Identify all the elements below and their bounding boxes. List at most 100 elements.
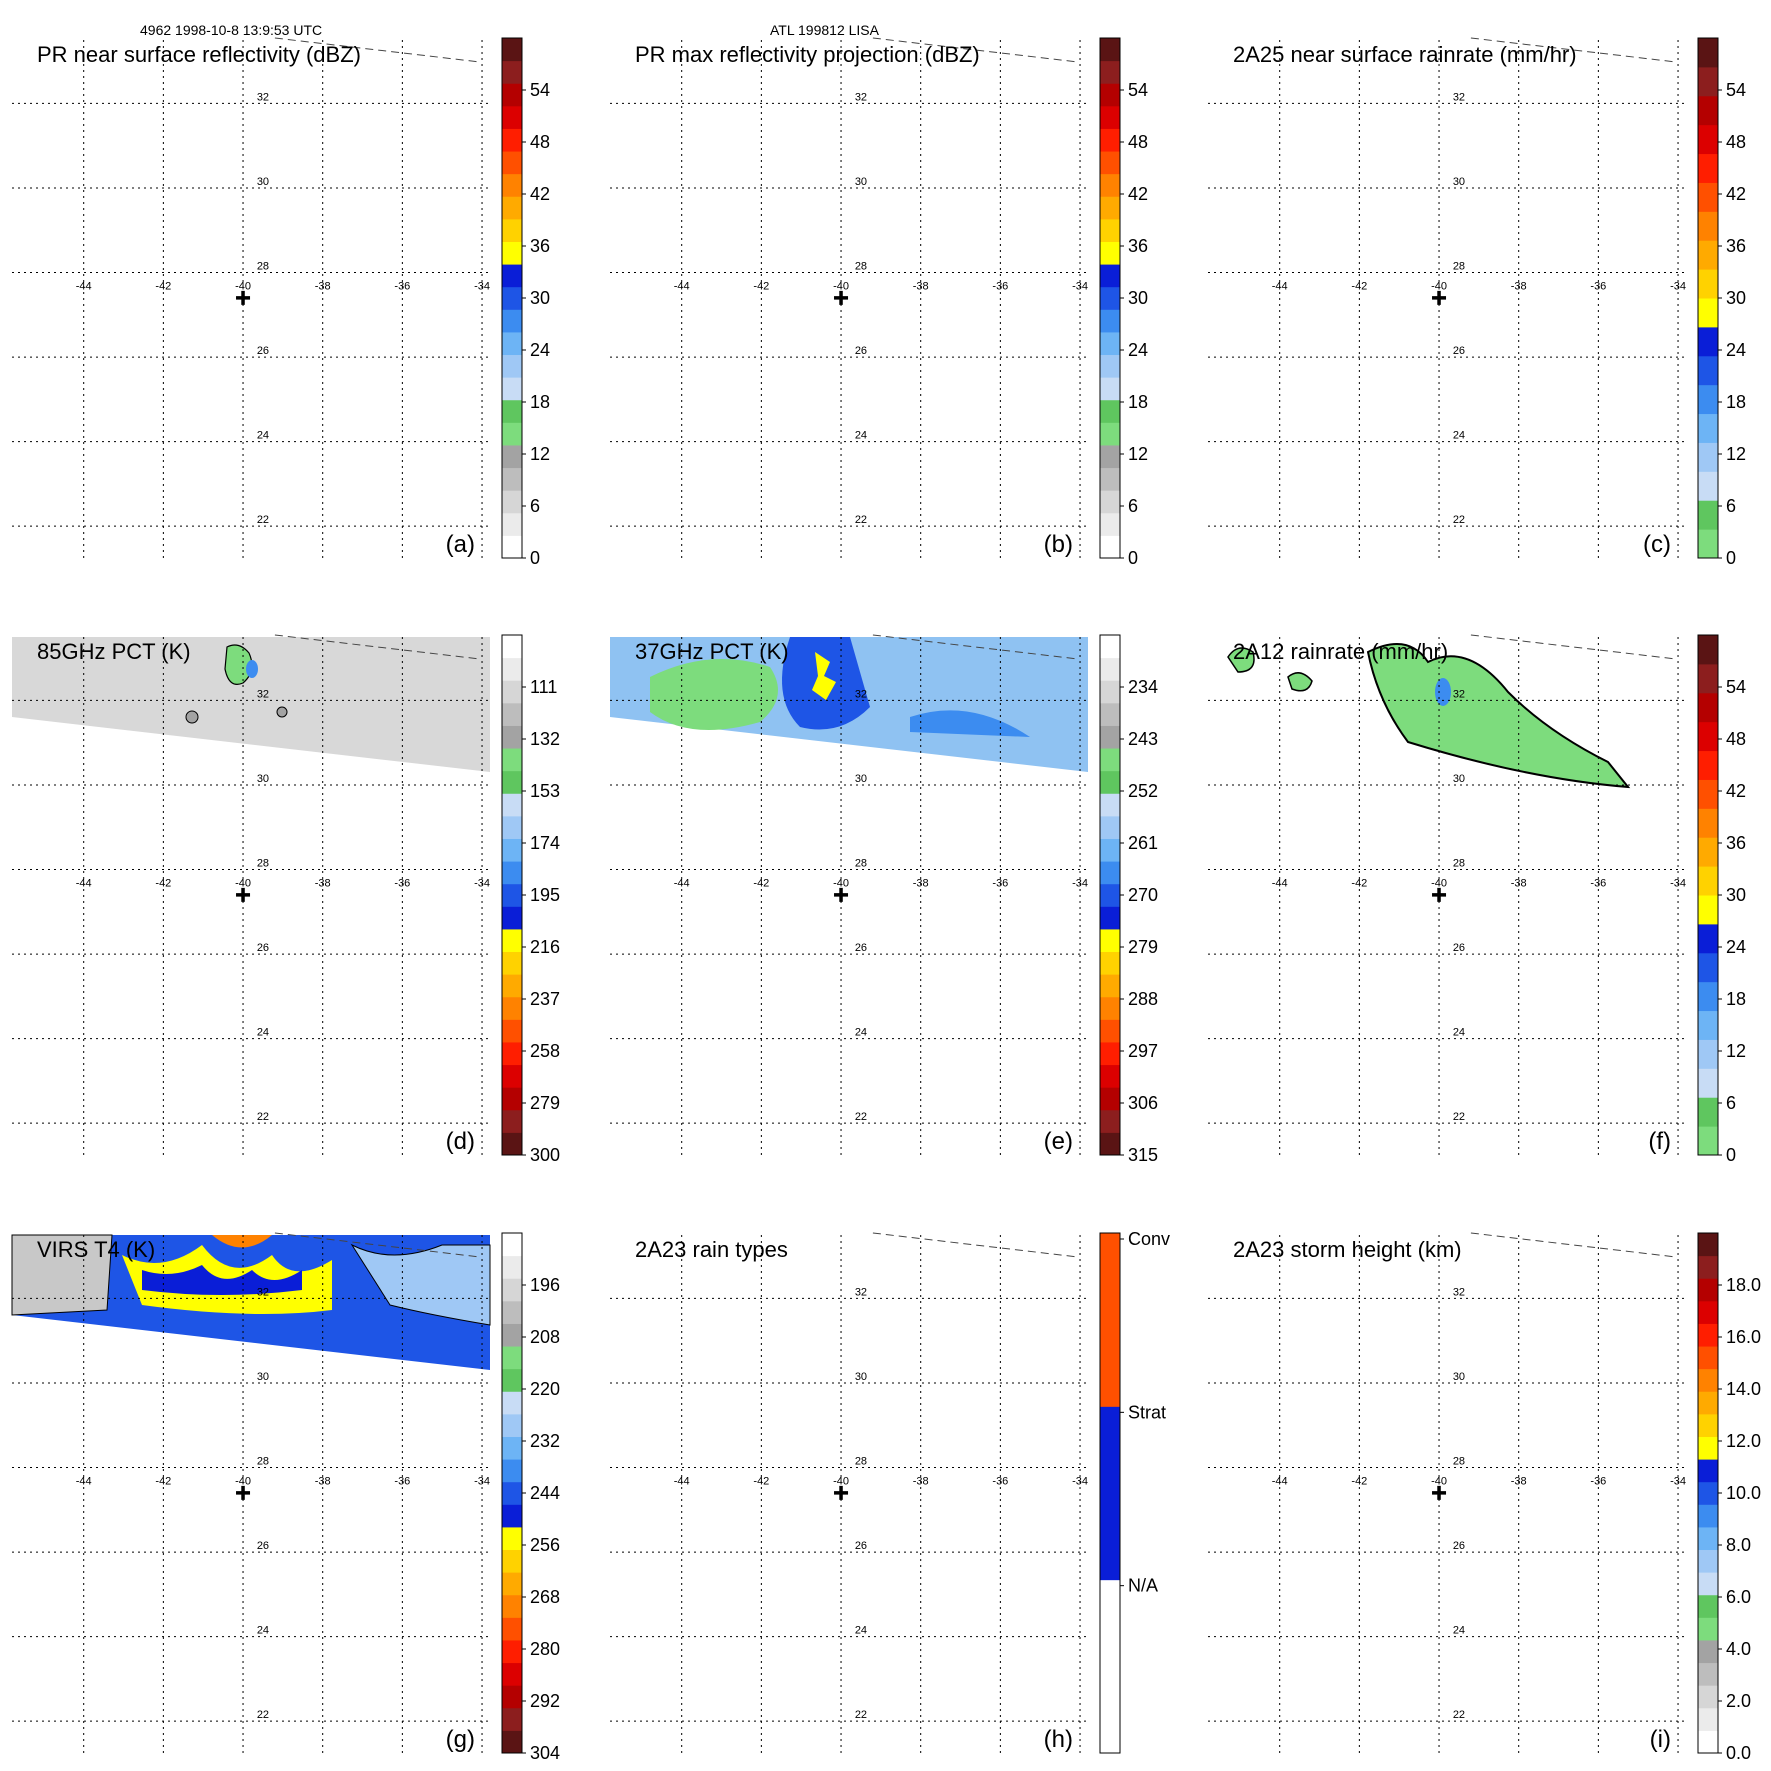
lat-tick-label: 22 <box>257 1111 269 1123</box>
panel-title: 37GHz PCT (K) <box>635 639 789 664</box>
colorbar-label: 24 <box>1726 937 1746 957</box>
colorbar-band <box>1698 779 1718 809</box>
colorbar-band <box>1100 725 1120 749</box>
lat-tick-label: 24 <box>257 1027 269 1039</box>
lon-tick-label: -36 <box>1590 877 1606 889</box>
orbit-track <box>1470 37 1677 63</box>
lon-tick-label: -44 <box>1272 1475 1288 1487</box>
colorbar-band <box>1100 815 1120 839</box>
colorbar-band <box>1698 1436 1718 1460</box>
panel-letter: (c) <box>1643 531 1671 558</box>
colorbar-band <box>502 1041 522 1066</box>
colorbar-band <box>1698 124 1718 155</box>
colorbar-band <box>502 793 522 817</box>
lon-tick-label: -34 <box>1072 1475 1088 1487</box>
colorbar-band <box>1698 500 1718 530</box>
colorbar-band <box>1100 1579 1120 1754</box>
colorbar-label: 48 <box>1726 132 1746 152</box>
colorbar-label: 54 <box>1726 677 1746 697</box>
lon-tick-label: -38 <box>913 280 929 292</box>
colorbar-band <box>502 815 522 839</box>
lat-tick-label: 28 <box>855 858 867 870</box>
lat-tick-label: 28 <box>257 261 269 273</box>
colorbar-band <box>502 151 522 175</box>
lat-tick-label: 22 <box>855 514 867 526</box>
storm-center-marker <box>1432 1485 1447 1500</box>
colorbar-band <box>1698 1233 1718 1257</box>
panel-letter: (i) <box>1650 1726 1671 1753</box>
colorbar-band <box>502 1233 522 1257</box>
colorbar-label: 42 <box>1128 184 1148 204</box>
lat-tick-label: 26 <box>855 942 867 954</box>
panel-a: 32 30 28 26 24 22 -44 -42 -40 -38 -36 -34 PR near su… <box>12 37 550 568</box>
colorbar-label: 234 <box>1128 677 1158 697</box>
colorbar-band <box>502 1019 522 1043</box>
warm-region-patch <box>650 659 778 730</box>
colorbar-band <box>1100 996 1120 1020</box>
lon-tick-label: -42 <box>1351 877 1367 889</box>
colorbar-label: 18 <box>1726 989 1746 1009</box>
lat-tick-label: 22 <box>1453 1709 1465 1721</box>
colorbar-band <box>502 1685 522 1709</box>
lat-tick-label: 24 <box>1453 1625 1465 1637</box>
colorbar-band <box>1698 1572 1718 1596</box>
storm-center-marker <box>834 1485 849 1500</box>
lat-tick-label: 30 <box>257 1371 269 1383</box>
panel-letter: (b) <box>1044 531 1073 558</box>
header-storm-id: ATL 199812 LISA <box>770 22 879 38</box>
colorbar-band <box>1698 1685 1718 1709</box>
colorbar-band <box>1100 1041 1120 1066</box>
orbit-track <box>1470 634 1677 660</box>
colorbar-band <box>502 1572 522 1596</box>
lon-tick-label: -34 <box>1072 877 1088 889</box>
colorbar-band <box>1100 151 1120 175</box>
colorbar-band <box>1100 1132 1120 1156</box>
lon-tick-label: -40 <box>1431 280 1447 292</box>
colorbar-band <box>1100 680 1120 704</box>
colorbar-band <box>1698 952 1718 983</box>
colorbar-label: 279 <box>530 1093 560 1113</box>
orbit-track <box>872 634 1079 660</box>
colorbar-label: 14.0 <box>1726 1379 1761 1399</box>
lat-tick-label: 28 <box>257 1456 269 1468</box>
colorbar-label: 36 <box>1726 236 1746 256</box>
lon-tick-label: -40 <box>1431 877 1447 889</box>
lat-tick-label: 24 <box>855 430 867 442</box>
colorbar-band <box>502 1594 522 1618</box>
colorbar-band <box>502 444 522 469</box>
colorbar-band <box>1100 196 1120 220</box>
colorbar-band <box>1100 838 1120 862</box>
lon-tick-label: -42 <box>753 877 769 889</box>
colorbar-band <box>502 883 522 907</box>
colorbar-band <box>1698 413 1718 443</box>
colorbar-band <box>1698 1459 1718 1483</box>
colorbar-band <box>1100 1109 1120 1133</box>
lat-tick-label: 26 <box>257 345 269 357</box>
colorbar-band <box>1698 269 1718 299</box>
colorbar-frame <box>1099 1232 1121 1754</box>
colorbar-band <box>502 1368 522 1392</box>
colorbar-label: 48 <box>1128 132 1148 152</box>
colorbar-band <box>1698 981 1718 1012</box>
colorbar-band <box>1698 1346 1718 1370</box>
colorbar-band <box>502 422 522 446</box>
colorbar-label: 304 <box>530 1743 560 1763</box>
lon-tick-label: -34 <box>1072 280 1088 292</box>
colorbar-label: 12 <box>1128 444 1148 464</box>
orbit-track <box>872 1232 1079 1258</box>
storm-center-marker <box>236 290 251 305</box>
lat-tick-label: 32 <box>257 1286 269 1298</box>
colorbar-label: 30 <box>1726 885 1746 905</box>
panel-i: 32 30 28 26 24 22 -44 -42 -40 -38 -36 -34 2A23 storm… <box>1208 1232 1761 1763</box>
lon-tick-label: -38 <box>1511 1475 1527 1487</box>
lat-tick-label: 22 <box>257 1709 269 1721</box>
colorbar-band <box>1698 1010 1718 1040</box>
colorbar-label: 18 <box>530 392 550 412</box>
clear-area <box>11 1234 113 1316</box>
lat-tick-label: 24 <box>855 1625 867 1637</box>
cold-cloud-cell <box>276 706 288 718</box>
colorbar-band <box>1698 1413 1718 1437</box>
lat-tick-label: 26 <box>1453 345 1465 357</box>
lon-tick-label: -34 <box>1670 1475 1686 1487</box>
lat-tick-label: 26 <box>855 345 867 357</box>
